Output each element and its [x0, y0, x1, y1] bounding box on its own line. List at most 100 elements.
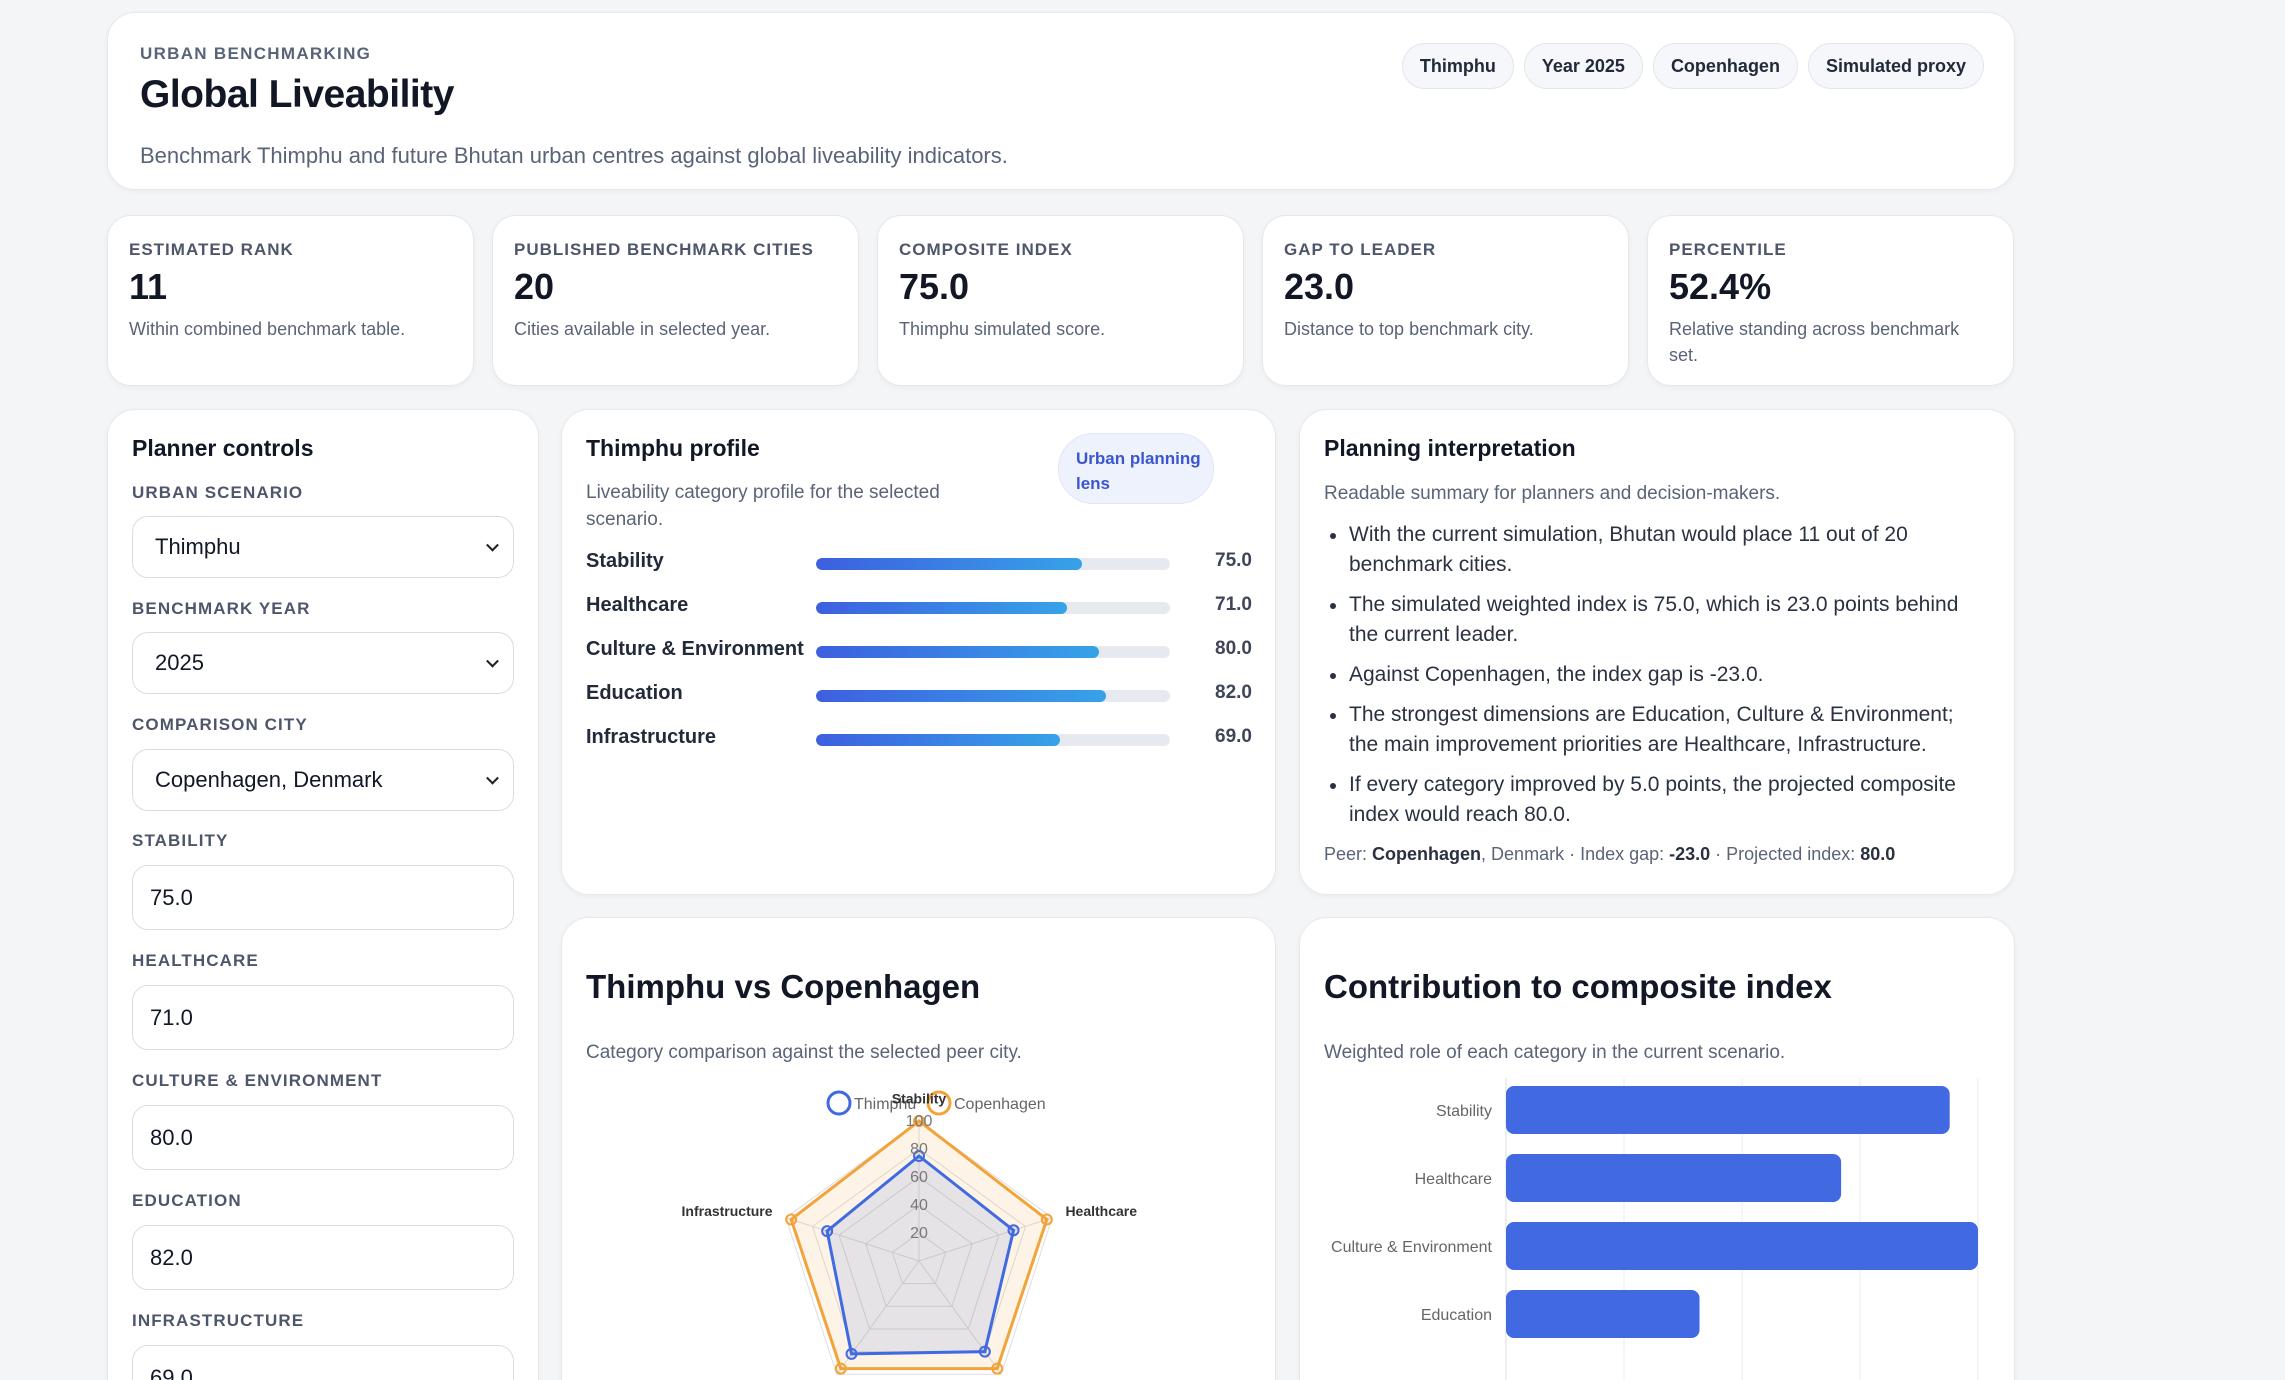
bar-label: Healthcare — [586, 594, 689, 616]
kpi-label: PUBLISHED BENCHMARK CITIES — [514, 240, 814, 259]
profile-panel: Thimphu profile Liveability category pro… — [561, 409, 1276, 895]
bar-value: 82.0 — [1215, 682, 1252, 703]
chevron-down-icon — [486, 538, 499, 552]
list-item: Against Copenhagen, the index gap is -23… — [1324, 660, 1984, 690]
radar-chart: Thimphu Copenhagen 20 40 60 80 100 Stability Hea… — [682, 1090, 1137, 1375]
kpi-note: Cities available in selected year. — [514, 319, 771, 339]
planner-controls-panel: Planner controls URBAN SCENARIO Thimphu … — [107, 409, 539, 1380]
kpi-note: Thimphu simulated score. — [899, 319, 1106, 339]
radar-tick-label: 20 — [910, 1225, 928, 1242]
radar-axis-label: Healthcare — [1065, 1203, 1137, 1219]
legend-label: Thimphu — [854, 1096, 916, 1113]
kpi-card-cities: PUBLISHED BENCHMARK CITIES 20 Cities ava… — [492, 215, 859, 386]
radar-point — [834, 1362, 847, 1375]
culture-input[interactable]: 80.0 — [132, 1105, 514, 1170]
bar-track — [816, 558, 1170, 570]
stability-input[interactable]: 75.0 — [132, 865, 514, 930]
profile-bar-row: Culture & Environment 80.0 — [586, 636, 1252, 666]
healthcare-input-value: 71.0 — [150, 1004, 193, 1030]
infrastructure-input[interactable]: 69.0 — [132, 1345, 514, 1380]
comparison-chart-panel: Thimphu vs Copenhagen Category compariso… — [561, 917, 1276, 1380]
peer-city: Copenhagen — [1372, 844, 1482, 864]
legend-label: Copenhagen — [954, 1096, 1046, 1113]
radar-tick-label: 80 — [910, 1141, 928, 1158]
education-input-value: 82.0 — [150, 1244, 193, 1270]
bar-value: 71.0 — [1215, 594, 1252, 615]
list-item: The strongest dimensions are Education, … — [1324, 700, 1984, 760]
kpi-value: 52.4% — [1669, 266, 1772, 307]
comparison-city-select[interactable]: Copenhagen, Denmark — [132, 749, 514, 811]
radar-grid-ring — [838, 1176, 1000, 1330]
urban-planning-lens-badge: Urban planning lens — [1058, 433, 1214, 504]
year-select-value: 2025 — [155, 650, 204, 675]
chart-subtitle: Category comparison against the selected… — [586, 1042, 1022, 1063]
year-label: BENCHMARK YEAR — [132, 599, 311, 618]
legend-swatch — [926, 1090, 952, 1116]
kpi-value: 75.0 — [899, 266, 970, 307]
chip-mode: Simulated proxy — [1807, 43, 1984, 89]
bar-track — [816, 646, 1170, 658]
category-label: Stability — [1436, 1103, 1492, 1120]
city-label: COMPARISON CITY — [132, 715, 308, 734]
kpi-label: PERCENTILE — [1669, 240, 1787, 259]
bar-value: 69.0 — [1215, 726, 1252, 747]
radar-series-copenhagen — [789, 1119, 1049, 1371]
kpi-note: Relative standing across benchmark set. — [1669, 319, 1960, 365]
chip-peer: Copenhagen — [1652, 43, 1798, 89]
chart-title: Thimphu vs Copenhagen — [586, 968, 981, 1005]
projected-prefix: · Projected index: — [1710, 844, 1861, 864]
page-eyebrow: URBAN BENCHMARKING — [140, 44, 372, 63]
kpi-card-rank: ESTIMATED RANK 11 Within combined benchm… — [107, 215, 474, 386]
contribution-bar — [1506, 1086, 1950, 1134]
scenario-select[interactable]: Thimphu — [132, 516, 514, 578]
chip-scenario: Thimphu — [1401, 43, 1514, 89]
interpretation-panel: Planning interpretation Readable summary… — [1299, 409, 2015, 895]
kpi-value: 23.0 — [1284, 266, 1355, 307]
panel-title: Planner controls — [132, 435, 314, 461]
infrastructure-label: INFRASTRUCTURE — [132, 1311, 305, 1330]
bar-fill — [816, 602, 1068, 614]
contribution-chart-panel: Contribution to composite index Weighted… — [1299, 917, 2015, 1380]
kpi-value: 11 — [129, 266, 168, 307]
radar-point — [913, 1115, 925, 1127]
kpi-note: Within combined benchmark table. — [129, 319, 406, 339]
category-label: Culture & Environment — [1331, 1239, 1493, 1256]
bar-label: Education — [586, 682, 683, 704]
panel-subtitle: Readable summary for planners and decisi… — [1324, 483, 1781, 504]
chart-subtitle: Weighted role of each category in the cu… — [1324, 1042, 1786, 1063]
education-label: EDUCATION — [132, 1191, 242, 1210]
culture-label: CULTURE & ENVIRONMENT — [132, 1071, 383, 1090]
kpi-label: COMPOSITE INDEX — [899, 240, 1073, 259]
legend-swatch — [826, 1090, 852, 1116]
interpretation-list: With the current simulation, Bhutan woul… — [1324, 520, 1984, 840]
infrastructure-input-value: 69.0 — [150, 1364, 193, 1380]
radar-axis-label: Infrastructure — [682, 1203, 773, 1219]
scenario-select-value: Thimphu — [155, 534, 241, 559]
scenario-label: URBAN SCENARIO — [132, 483, 304, 502]
page-subtitle: Benchmark Thimphu and future Bhutan urba… — [140, 143, 1008, 168]
year-select[interactable]: 2025 — [132, 632, 514, 694]
healthcare-input[interactable]: 71.0 — [132, 985, 514, 1050]
panel-title: Planning interpretation — [1324, 435, 1576, 461]
education-input[interactable]: 82.0 — [132, 1225, 514, 1290]
peer-prefix: Peer: — [1324, 844, 1373, 864]
stability-input-value: 75.0 — [150, 884, 193, 910]
profile-bar-row: Education 82.0 — [586, 680, 1252, 710]
list-item: If every category improved by 5.0 points… — [1324, 770, 1984, 830]
bar-track — [816, 690, 1170, 702]
radar-axis-label: Stability — [892, 1091, 947, 1107]
peer-country: , Denmark · Index gap: — [1481, 844, 1670, 864]
radar-point — [1040, 1213, 1053, 1226]
projected-index: 80.0 — [1860, 844, 1896, 864]
panel-title: Thimphu profile — [586, 435, 760, 461]
bar-value: 75.0 — [1215, 550, 1252, 571]
bar-fill — [816, 646, 1100, 658]
radar-point — [991, 1362, 1004, 1375]
chip-year: Year 2025 — [1523, 43, 1643, 89]
kpi-label: GAP TO LEADER — [1284, 240, 1437, 259]
profile-bar-row: Stability 75.0 — [586, 548, 1252, 578]
list-item: With the current simulation, Bhutan woul… — [1324, 520, 1984, 580]
radar-tick-label: 60 — [910, 1169, 928, 1186]
kpi-card-percentile: PERCENTILE 52.4% Relative standing acros… — [1647, 215, 2014, 386]
radar-point — [978, 1345, 991, 1358]
